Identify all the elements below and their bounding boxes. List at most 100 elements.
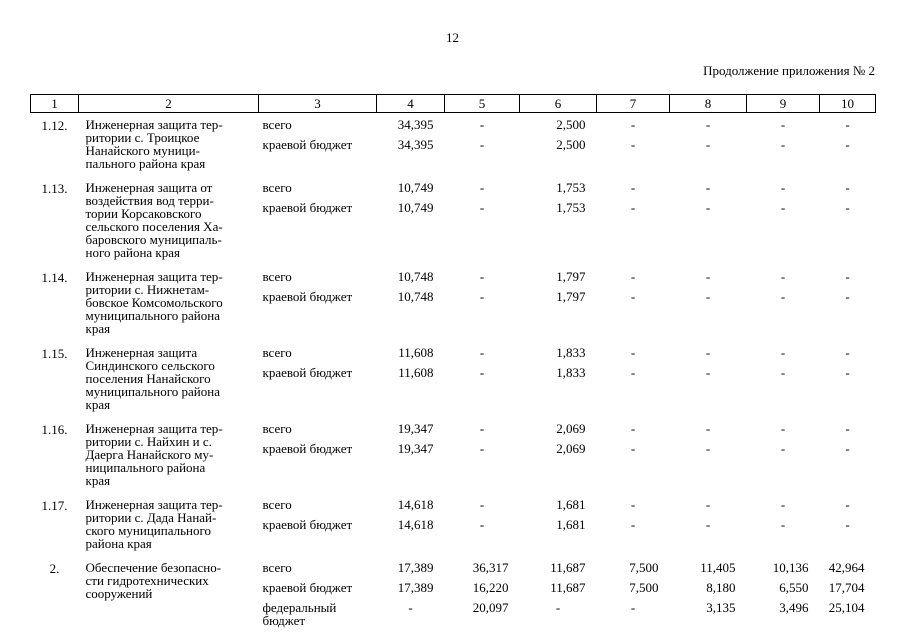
value-cell: 19,347 bbox=[397, 441, 434, 456]
value-column: 10,748 10,748 bbox=[377, 265, 445, 341]
table-row: 1.12. Инженерная защита тер- ритории с. Т… bbox=[31, 113, 876, 177]
row-title: Инженерная защита тер- ритории с. Найхин… bbox=[85, 421, 223, 488]
table-row: 2. Обеспечение безопасно- сти гидротехнич… bbox=[31, 556, 876, 633]
value-cell: - bbox=[630, 269, 636, 284]
value-cell: - bbox=[479, 117, 485, 132]
header-cell: 1 bbox=[30, 94, 79, 113]
budget-type: всего bbox=[262, 117, 292, 132]
value-cell: - bbox=[479, 365, 485, 380]
value-cell: 1,833 bbox=[556, 345, 586, 360]
value-cell: 3,135 bbox=[706, 600, 736, 615]
value-cell: - bbox=[845, 269, 850, 284]
value-column: 11,405 8,180 3,135 bbox=[670, 556, 747, 633]
budget-type-cell: всего краевой бюджет bbox=[259, 265, 377, 341]
budget-type-cell: всего краевой бюджет bbox=[259, 341, 377, 417]
budget-type-cell: всего краевой бюджет bbox=[259, 176, 377, 265]
value-cell: - bbox=[705, 269, 711, 284]
value-cell: - bbox=[845, 517, 850, 532]
table-header-row: 1 2 3 4 5 6 7 8 9 10 bbox=[30, 94, 876, 113]
value-cell: - bbox=[845, 137, 850, 152]
value-cell: 11,687 bbox=[550, 580, 586, 595]
value-cell: 3,496 bbox=[779, 600, 809, 615]
value-cell: - bbox=[780, 345, 786, 360]
value-cell: - bbox=[630, 421, 636, 436]
value-cell: - bbox=[479, 421, 485, 436]
value-cell: - bbox=[780, 421, 786, 436]
value-cell: - bbox=[705, 441, 711, 456]
value-cell: - bbox=[780, 497, 786, 512]
value-cell: 19,347 bbox=[397, 421, 434, 436]
value-cell: - bbox=[630, 200, 636, 215]
value-cell: - bbox=[780, 137, 786, 152]
value-cell: 16,220 bbox=[472, 580, 509, 595]
value-cell: 14,618 bbox=[397, 517, 434, 532]
value-cell: 17,704 bbox=[828, 580, 865, 595]
value-cell: - bbox=[479, 289, 485, 304]
value-cell: 11,608 bbox=[398, 345, 434, 360]
value-column: -- bbox=[597, 341, 670, 417]
value-column: 1,753 1,753 bbox=[520, 176, 597, 265]
value-cell: 8,180 bbox=[706, 580, 736, 595]
value-cell: 1,681 bbox=[556, 497, 586, 512]
header-cell: 4 bbox=[376, 94, 445, 113]
value-column: -- bbox=[820, 176, 876, 265]
row-title: Инженерная защита от воздействия вод тер… bbox=[85, 180, 223, 260]
value-cell: - bbox=[780, 200, 786, 215]
header-cell: 3 bbox=[258, 94, 377, 113]
value-cell: - bbox=[845, 497, 850, 512]
value-column: -- bbox=[445, 176, 520, 265]
value-column: 19,347 19,347 bbox=[377, 417, 445, 493]
header-cell: 2 bbox=[78, 94, 259, 113]
value-cell: 2,069 bbox=[556, 421, 586, 436]
value-cell: - bbox=[630, 180, 636, 195]
value-column: 17,389 17,389 - bbox=[377, 556, 445, 633]
value-cell: - bbox=[705, 180, 711, 195]
value-cell: 1,797 bbox=[556, 289, 586, 304]
value-column: -- bbox=[445, 265, 520, 341]
header-cell: 8 bbox=[669, 94, 747, 113]
budget-type: краевой бюджет bbox=[262, 580, 353, 595]
value-cell: - bbox=[780, 517, 786, 532]
value-column: -- bbox=[670, 176, 747, 265]
value-column: -- bbox=[670, 265, 747, 341]
value-cell: - bbox=[845, 345, 850, 360]
value-column: -- bbox=[670, 113, 747, 177]
budget-type: всего bbox=[262, 560, 292, 575]
value-column: -- bbox=[597, 265, 670, 341]
value-cell: - bbox=[780, 365, 786, 380]
value-column: 1,797 1,797 bbox=[520, 265, 597, 341]
value-cell: - bbox=[630, 600, 636, 615]
header-cell: 6 bbox=[519, 94, 597, 113]
value-cell: - bbox=[630, 517, 636, 532]
value-column: 1,681 1,681 bbox=[520, 493, 597, 556]
budget-type: краевой бюджет bbox=[262, 200, 353, 215]
value-cell: - bbox=[705, 345, 711, 360]
value-column: -- bbox=[820, 493, 876, 556]
value-column: -- bbox=[670, 341, 747, 417]
value-column: -- bbox=[747, 265, 820, 341]
value-column: -- bbox=[597, 417, 670, 493]
row-title: Инженерная защита тер- ритории с. Нижнет… bbox=[85, 269, 223, 336]
row-number: 1.17. bbox=[41, 498, 68, 513]
value-cell: - bbox=[479, 441, 485, 456]
value-column: -- bbox=[445, 417, 520, 493]
header-cell: 7 bbox=[596, 94, 670, 113]
value-column: 11,608 11,608 bbox=[377, 341, 445, 417]
value-cell: 1,797 bbox=[556, 269, 586, 284]
value-column: -- bbox=[445, 493, 520, 556]
value-cell: 1,681 bbox=[556, 517, 586, 532]
row-number: 1.13. bbox=[41, 181, 68, 196]
value-cell: - bbox=[630, 441, 636, 456]
table-body: 1.12. Инженерная защита тер- ритории с. Т… bbox=[31, 113, 876, 634]
header-cell: 9 bbox=[746, 94, 820, 113]
budget-type: федеральный бюджет bbox=[262, 600, 337, 628]
value-column: -- bbox=[597, 493, 670, 556]
value-cell: - bbox=[555, 600, 561, 615]
budget-type: краевой бюджет bbox=[262, 137, 353, 152]
value-cell: 7,500 bbox=[629, 580, 659, 595]
value-column: -- bbox=[670, 417, 747, 493]
value-cell: - bbox=[705, 497, 711, 512]
value-column: 7,500 7,500 - bbox=[597, 556, 670, 633]
value-cell: 11,608 bbox=[398, 365, 434, 380]
